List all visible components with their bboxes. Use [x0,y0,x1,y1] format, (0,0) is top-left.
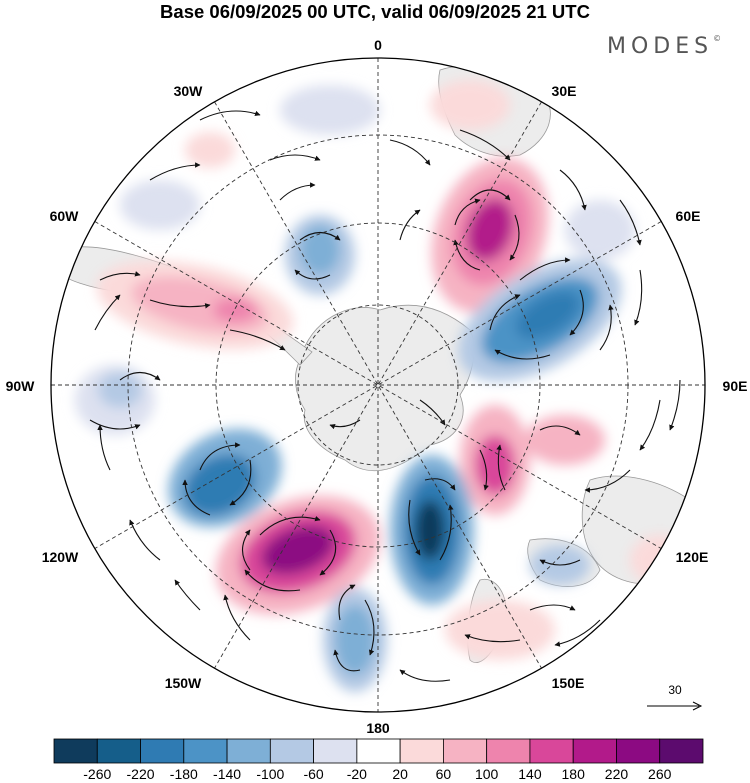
lon-label-150w: 150W [165,675,202,691]
colorbar-swatch [572,738,617,764]
colorbar-swatch [96,738,141,764]
colorbar-tick-label: -220 [127,766,155,782]
polar-map: 0 30E 60E 90E 120E 150E 180 150W 120W 90… [6,37,748,735]
colorbar-swatch [53,738,98,764]
colorbar-swatch [356,738,401,764]
lon-label-120w: 120W [42,549,79,565]
lon-label-0: 0 [374,37,382,53]
chart-title: Base 06/09/2025 00 UTC, valid 06/09/2025… [160,1,590,22]
arrow-right-icon [647,701,703,711]
reference-vector-label: 30 [668,683,682,697]
colorbar-ticks: -260 -220 -180 -140 -100 -60 -20 20 60 100 140 180 2… [83,766,671,782]
colorbar-tick-label: 220 [605,766,629,782]
colorbar-tick-label: -20 [347,766,367,782]
lon-label-60w: 60W [50,208,80,224]
colorbar: -260 -220 -180 -140 -100 -60 -20 20 60 100 140 180 2… [53,738,704,782]
wind-vectors [89,110,681,682]
colorbar-swatch [140,738,185,764]
lon-label-60e: 60E [676,208,701,224]
colorbar-tick-label: 140 [518,766,542,782]
longitude-labels: 0 30E 60E 90E 120E 150E 180 150W 120W 90… [6,37,748,735]
colorbar-tick-label: -180 [170,766,198,782]
lon-label-90e: 90E [723,378,748,394]
colorbar-swatch [313,738,358,764]
lon-label-90w: 90W [6,378,36,394]
colorbar-tick-label: 60 [436,766,452,782]
antarctica [295,304,475,472]
colorbar-swatch [442,738,488,764]
graticule [51,58,705,712]
brand-logo: MODES© [607,34,721,59]
reference-vector: 30 [647,683,703,711]
colorbar-swatches [53,738,704,764]
brand-text: MODES [607,34,714,59]
map-boundary [50,57,706,713]
colorbar-tick-label: 20 [392,766,408,782]
brand-mark: © [713,34,722,43]
colorbar-tick-label: 100 [475,766,499,782]
anomaly-field [75,80,690,692]
lon-label-30w: 30W [174,83,204,99]
lon-label-150e: 150E [552,675,585,691]
colorbar-swatch [226,738,271,764]
colorbar-swatch [399,738,444,764]
map-field [51,58,705,712]
colorbar-swatch [659,738,704,764]
colorbar-swatch [529,738,574,764]
colorbar-swatch [183,738,228,764]
colorbar-tick-label: -260 [83,766,111,782]
colorbar-tick-label: 180 [562,766,586,782]
colorbar-tick-label: -140 [213,766,241,782]
colorbar-tick-label: -100 [256,766,284,782]
colorbar-swatch [616,738,661,764]
colorbar-tick-label: 260 [648,766,672,782]
lon-label-30e: 30E [552,83,577,99]
lon-label-180: 180 [366,720,390,735]
lon-label-120e: 120E [676,549,709,565]
colorbar-swatch [269,738,315,764]
colorbar-swatch [486,738,531,764]
colorbar-tick-label: -60 [303,766,323,782]
